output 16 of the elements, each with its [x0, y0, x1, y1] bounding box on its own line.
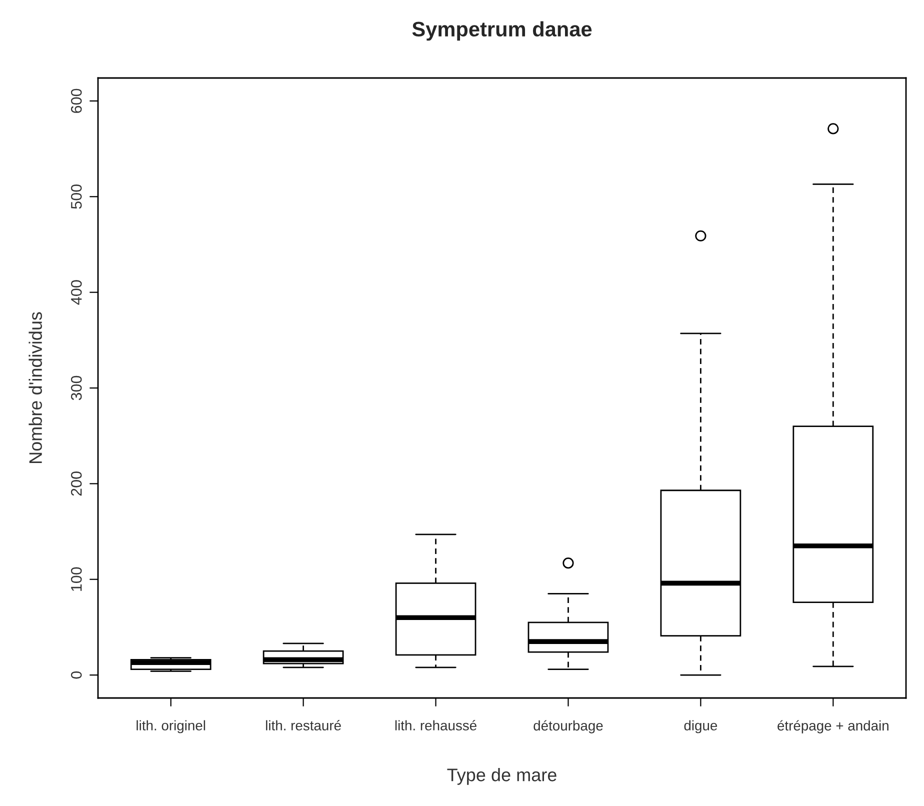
y-tick-label: 500	[70, 184, 82, 209]
y-tick-label: 300	[70, 376, 82, 400]
x-tick-label: lith. originel	[136, 720, 206, 734]
x-axis-title: Type de mare	[447, 768, 556, 785]
x-tick-label: lith. rehaussé	[395, 720, 476, 730]
y-tick-label: 200	[70, 472, 82, 496]
y-tick-label: 100	[70, 567, 82, 591]
chart-title: Sympetrum danae	[412, 21, 592, 41]
x-tick-label: digue	[684, 720, 718, 734]
x-tick-label: détourbage	[534, 720, 603, 734]
y-tick-label: 600	[70, 88, 82, 113]
y-tick-label: 0	[70, 671, 82, 679]
x-tick-label: étrépage + andain	[778, 720, 888, 734]
y-axis-title: Nombre d'individus	[28, 312, 42, 464]
y-tick-label: 400	[70, 280, 82, 305]
x-tick-label: lith. restauré	[266, 720, 341, 730]
